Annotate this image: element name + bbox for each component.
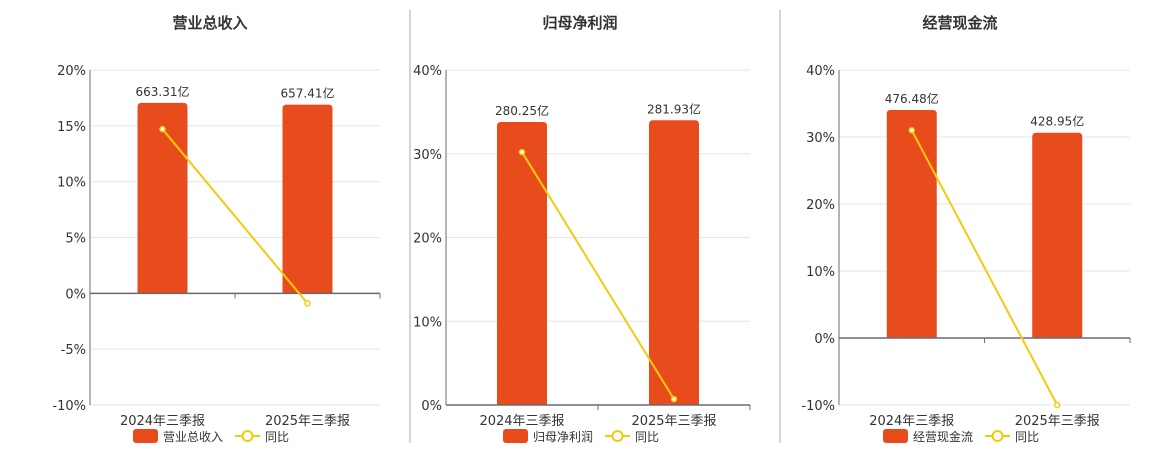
bar	[497, 121, 547, 406]
legend: 归母净利润 同比	[503, 429, 659, 444]
legend-line-label: 同比	[265, 430, 289, 444]
bar	[886, 109, 937, 339]
y-tick-label: 20%	[57, 64, 86, 79]
y-tick-label: 0%	[421, 399, 442, 414]
yoy-point	[1054, 401, 1061, 409]
legend: 经营现金流 同比	[883, 429, 1039, 444]
y-tick-label: 20%	[806, 198, 835, 213]
x-tick-label: 2025年三季报	[1015, 414, 1100, 429]
legend-line-label: 同比	[635, 430, 659, 444]
y-tick-label: 20%	[413, 232, 442, 247]
legend-line-marker	[611, 430, 624, 442]
chart-1: 营业总收入 20% 15% 10% 5% 0% -5% -10% 663.31亿 657.41亿 2…	[52, 14, 381, 444]
chart-2: 归母净利润 40% 30% 20% 10% 0% 280.25亿 281.93亿 2024年三季…	[413, 14, 751, 444]
legend-bar-label: 营业总收入	[163, 430, 223, 444]
bar-data-label: 476.48亿	[885, 91, 939, 106]
yoy-point	[908, 127, 915, 134]
bar	[282, 104, 333, 294]
bar-data-label: 657.41亿	[281, 86, 335, 101]
y-tick-label: 10%	[413, 315, 442, 330]
y-tick-label: 40%	[413, 64, 442, 79]
x-tick-label: 2025年三季报	[265, 414, 350, 429]
chart-title: 经营现金流	[922, 14, 997, 32]
y-tick-label: 5%	[65, 232, 86, 247]
legend-bar-label: 归母净利润	[533, 430, 593, 444]
legend: 营业总收入 同比	[133, 429, 289, 444]
yoy-point	[518, 148, 526, 156]
bar	[1032, 132, 1083, 338]
y-tick-label: -10%	[801, 399, 835, 414]
y-tick-label: -10%	[52, 399, 86, 414]
yoy-point	[159, 125, 166, 133]
bar-data-label: 428.95亿	[1030, 114, 1084, 129]
legend-bar-swatch	[883, 429, 908, 443]
chart-title: 营业总收入	[172, 14, 247, 32]
x-tick-label: 2024年三季报	[479, 414, 564, 429]
bar-data-label: 663.31亿	[136, 84, 190, 99]
x-tick-label: 2025年三季报	[631, 414, 716, 429]
chart-3: 经营现金流 40% 30% 20% 10% 0% -10% 476.48亿 428.95亿 202…	[801, 14, 1131, 444]
yoy-point	[304, 300, 311, 307]
y-tick-label: 40%	[806, 64, 835, 79]
y-tick-label: 30%	[413, 148, 442, 163]
yoy-line	[910, 129, 1059, 406]
yoy-line	[161, 128, 309, 305]
y-tick-label: -5%	[61, 343, 86, 358]
yoy-point	[670, 395, 678, 403]
x-tick-label: 2024年三季报	[120, 414, 205, 429]
y-tick-label: 0%	[814, 332, 835, 347]
bar	[649, 120, 699, 406]
chart-title: 归母净利润	[542, 14, 617, 32]
legend-bar-label: 经营现金流	[913, 429, 973, 444]
legend-line-marker	[241, 430, 254, 442]
y-tick-label: 30%	[806, 131, 835, 146]
y-tick-label: 0%	[65, 287, 86, 302]
legend-line-marker	[991, 430, 1004, 442]
y-tick-label: 15%	[57, 120, 86, 135]
bar-data-label: 280.25亿	[495, 103, 549, 118]
x-tick-label: 2024年三季报	[869, 414, 954, 429]
legend-bar-swatch	[503, 429, 528, 443]
legend-line-label: 同比	[1015, 430, 1039, 444]
bar	[137, 102, 188, 294]
yoy-line	[521, 151, 675, 400]
legend-bar-swatch	[133, 429, 158, 443]
bar-data-label: 281.93亿	[647, 101, 701, 116]
y-tick-label: 10%	[57, 176, 86, 191]
y-tick-label: 10%	[806, 265, 835, 280]
